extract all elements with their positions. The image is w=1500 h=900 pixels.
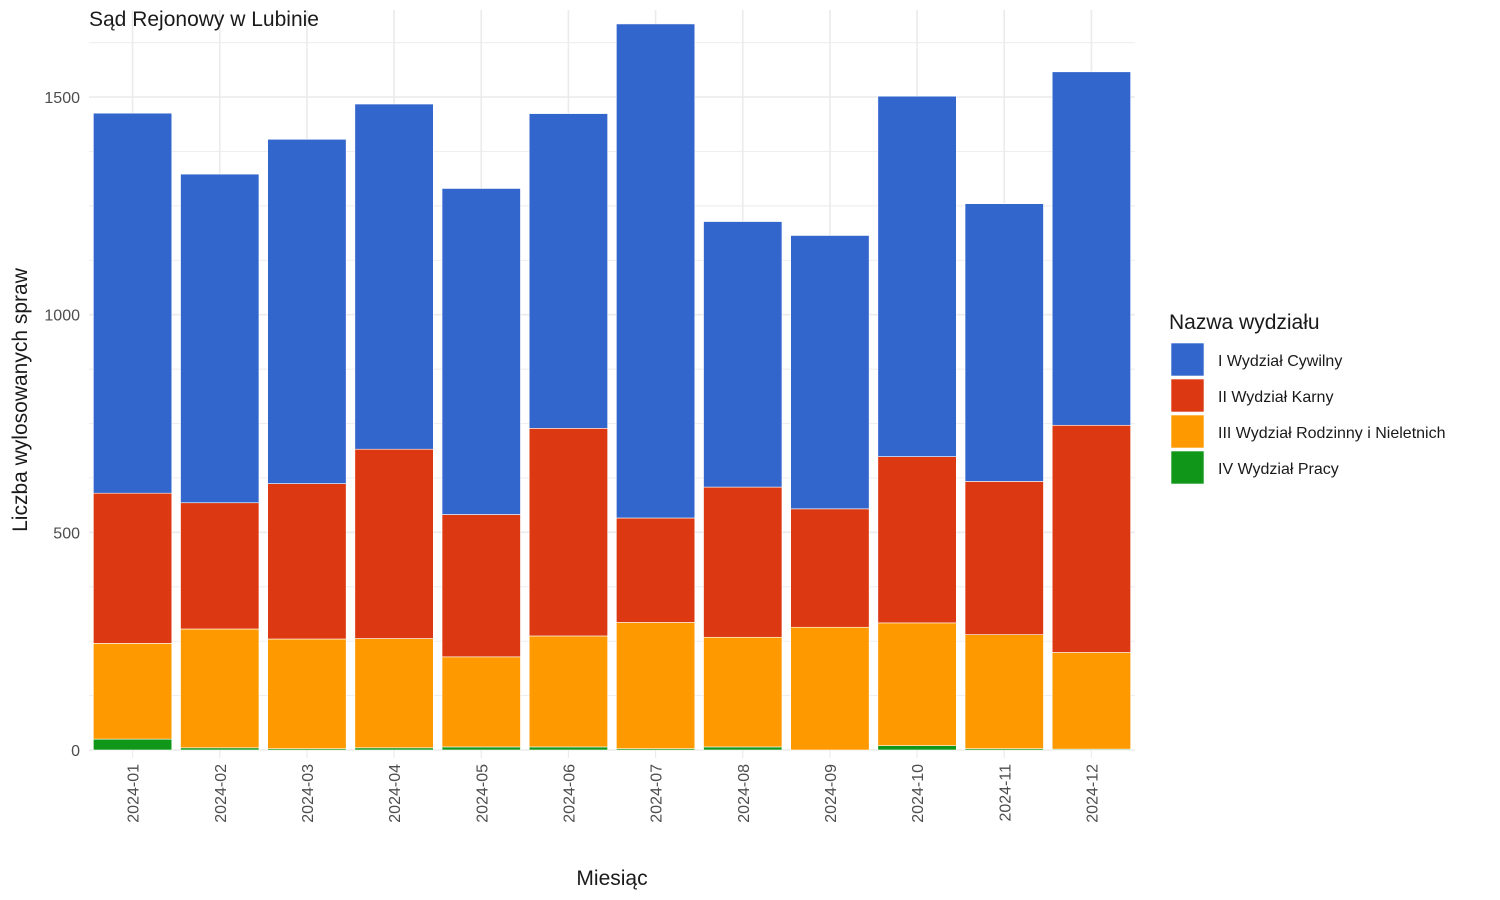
bar-segment: [93, 738, 173, 751]
bar-segment: [616, 517, 696, 623]
bar-segment: [528, 746, 608, 751]
bar-segment: [267, 138, 347, 484]
bar-segment: [790, 235, 870, 510]
bar-segment: [1051, 652, 1131, 750]
bar-segment: [93, 643, 173, 740]
bar-segment: [877, 622, 957, 746]
bar-segment: [93, 492, 173, 644]
x-tick-label: 2024-10: [910, 764, 927, 823]
bar-segment: [354, 747, 434, 751]
x-tick-label: 2024-09: [823, 764, 840, 823]
legend-swatch: [1170, 414, 1205, 449]
bar-segment: [877, 745, 957, 751]
bar-segment: [528, 635, 608, 748]
x-tick-label: 2024-02: [213, 764, 230, 823]
x-axis: 2024-01 2024-02 2024-03 2024-04 2024-05 2024-…: [126, 750, 1101, 823]
bar-segment: [964, 634, 1044, 749]
y-axis-title: Liczba wylosowanych spraw: [9, 267, 32, 532]
bar-segment: [616, 622, 696, 749]
bar-segment: [180, 628, 260, 749]
legend-title: Nazwa wydziału: [1169, 311, 1320, 334]
bar-segment: [528, 428, 608, 637]
x-tick-label: 2024-12: [1084, 764, 1101, 823]
bar-segment: [616, 23, 696, 519]
bar-segment: [93, 112, 173, 494]
legend: Nazwa wydziału I Wydział Cywilny II Wydzi…: [1169, 311, 1446, 485]
bar-segment: [267, 638, 347, 749]
y-tick-label: 0: [71, 743, 80, 760]
x-tick-label: 2024-06: [561, 764, 578, 823]
y-axis: 0 500 1000 1500: [44, 90, 80, 760]
bar-segment: [964, 203, 1044, 482]
x-tick-label: 2024-07: [649, 764, 666, 823]
x-tick-label: 2024-01: [126, 764, 143, 823]
y-tick-label: 500: [53, 525, 80, 542]
x-axis-title: Miesiąc: [576, 867, 647, 890]
bar-segment: [877, 95, 957, 457]
bar-segment: [267, 483, 347, 640]
bar-segment: [354, 103, 434, 450]
bars: [93, 23, 1131, 751]
bar-segment: [354, 448, 434, 639]
bar-segment: [703, 746, 783, 751]
y-tick-label: 1500: [44, 90, 80, 107]
legend-label: III Wydział Rodzinny i Nieletnich: [1218, 425, 1446, 442]
bar-segment: [354, 638, 434, 749]
bar-segment: [441, 656, 521, 748]
bar-segment: [877, 456, 957, 624]
bar-segment: [703, 636, 783, 748]
legend-swatch: [1170, 450, 1205, 485]
x-tick-label: 2024-11: [997, 764, 1014, 822]
y-tick-label: 1000: [44, 308, 80, 325]
x-tick-label: 2024-03: [300, 764, 317, 823]
bar-segment: [441, 188, 521, 515]
bar-segment: [441, 746, 521, 751]
legend-label: II Wydział Karny: [1218, 389, 1333, 406]
bar-segment: [528, 113, 608, 429]
legend-swatch: [1170, 378, 1205, 413]
bar-segment: [790, 508, 870, 628]
bar-segment: [964, 481, 1044, 635]
x-tick-label: 2024-08: [736, 764, 753, 823]
bar-segment: [180, 747, 260, 751]
bar-segment: [1051, 71, 1131, 426]
legend-label: IV Wydział Pracy: [1218, 461, 1339, 478]
bar-segment: [703, 486, 783, 638]
bar-segment: [703, 221, 783, 488]
legend-swatch: [1170, 342, 1205, 377]
chart-title: Sąd Rejonowy w Lubinie: [89, 8, 319, 31]
x-tick-label: 2024-05: [474, 764, 491, 823]
legend-label: I Wydział Cywilny: [1218, 353, 1342, 370]
bar-segment: [180, 502, 260, 630]
bar-segment: [441, 514, 521, 658]
x-tick-label: 2024-04: [387, 764, 404, 823]
bar-segment: [180, 173, 260, 504]
bar-segment: [1051, 424, 1131, 653]
bar-segment: [790, 626, 870, 751]
